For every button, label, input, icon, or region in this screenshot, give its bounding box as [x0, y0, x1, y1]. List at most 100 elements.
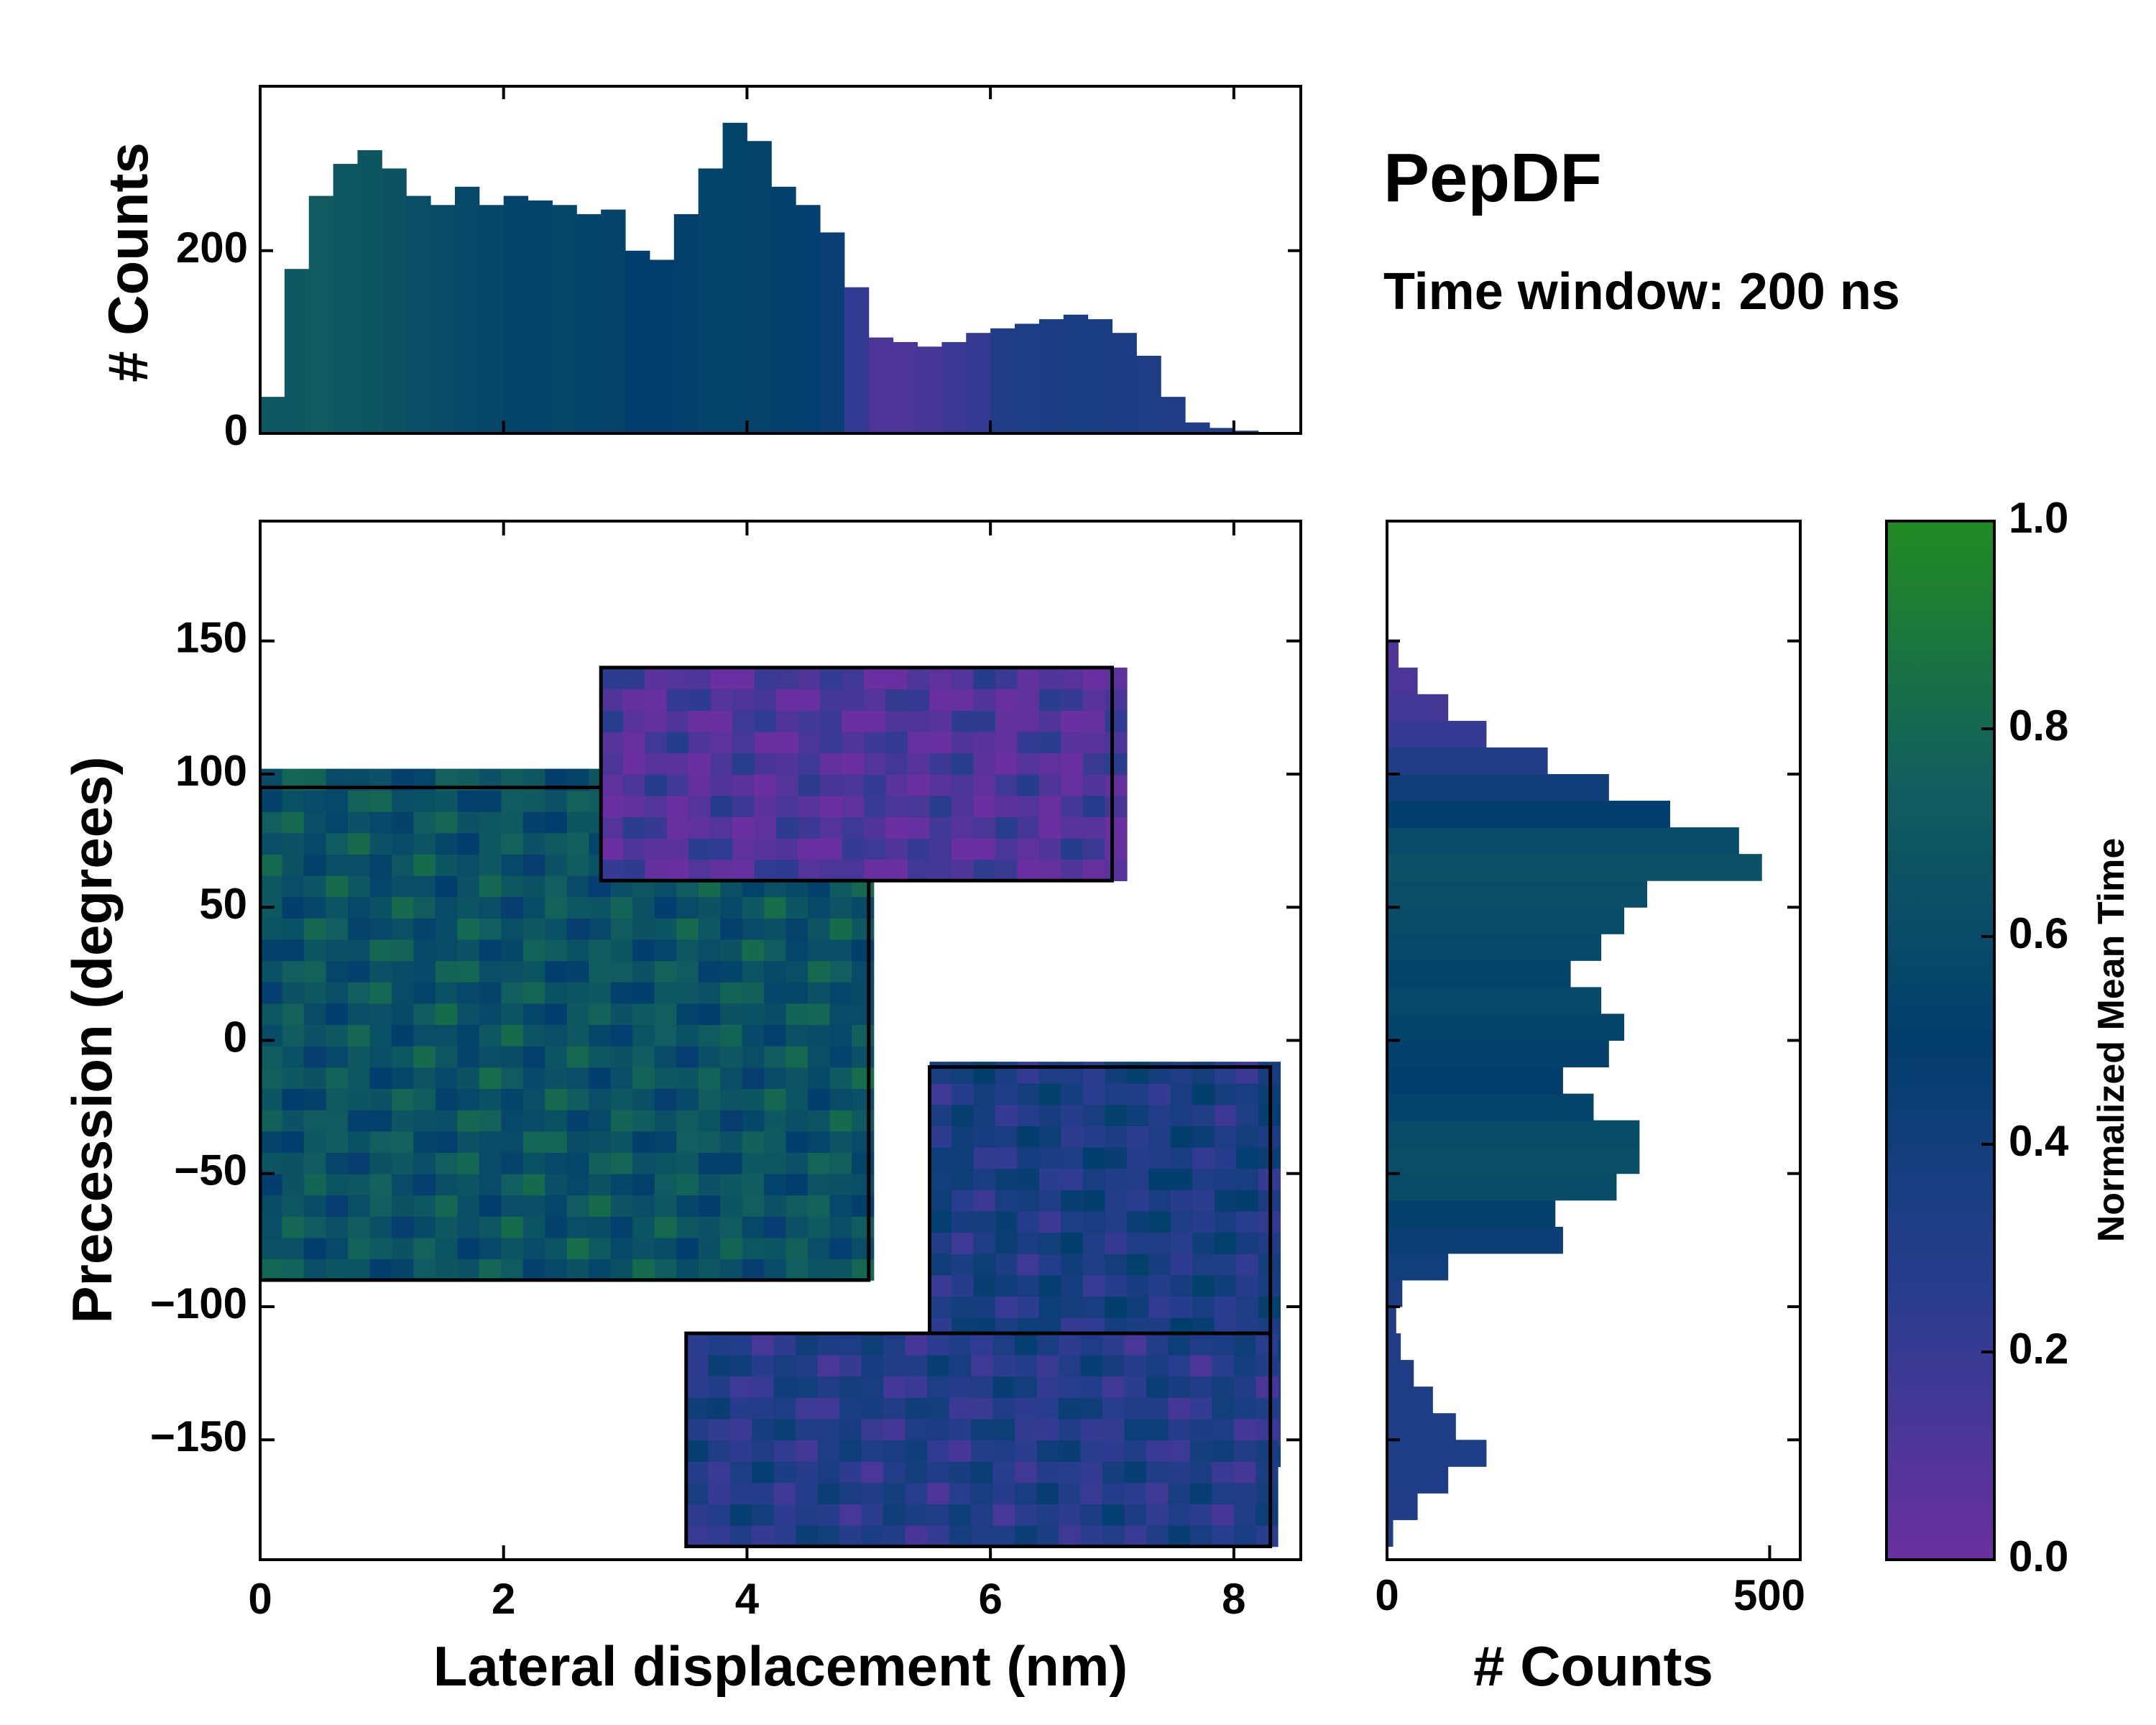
heatmap-cell [1146, 1397, 1169, 1420]
heatmap-cell [951, 795, 975, 818]
heatmap-cell [545, 896, 568, 919]
heatmap-cell [852, 1173, 875, 1196]
heatmap-cell [742, 896, 765, 919]
right-histogram-bar [1387, 1146, 1640, 1174]
heatmap-cell [698, 1195, 721, 1217]
heatmap-cell [369, 918, 392, 940]
heatmap-cell [601, 689, 624, 711]
heatmap-cell [1105, 795, 1128, 818]
heatmap-cell [676, 1195, 699, 1217]
heatmap-cell [798, 753, 821, 775]
heatmap-cell [907, 773, 931, 796]
heatmap-cell [369, 960, 392, 983]
heatmap-cell [861, 1333, 884, 1356]
heatmap-cell [971, 1333, 994, 1356]
heatmap-cell [786, 1259, 808, 1281]
heatmap-cell [776, 731, 799, 754]
heatmap-cell [796, 1418, 819, 1441]
heatmap-cell [501, 790, 524, 812]
heatmap-cell [1038, 1296, 1062, 1318]
heatmap-cell [326, 918, 349, 940]
heatmap-cell [676, 918, 699, 940]
heatmap-cell [949, 1482, 972, 1504]
heatmap-cell [1214, 1189, 1238, 1212]
heatmap-cell [435, 918, 459, 940]
heatmap-cell [1105, 1232, 1128, 1254]
heatmap-cell [720, 1003, 743, 1026]
heatmap-cell [303, 981, 327, 1004]
heatmap-cell [654, 1024, 677, 1046]
heatmap-cell [829, 1109, 852, 1132]
heatmap-cell [927, 1397, 950, 1420]
heatmap-cell [1058, 1354, 1082, 1377]
heatmap-cell [949, 1460, 972, 1484]
heatmap-cell [435, 1152, 459, 1174]
heatmap-cell [1126, 1104, 1150, 1126]
heatmap-cell [786, 1173, 808, 1196]
heatmap-cell [1017, 816, 1040, 839]
heatmap-cell [622, 816, 645, 839]
heatmap-cell [1192, 1189, 1215, 1212]
heatmap-cell [995, 1189, 1018, 1212]
heatmap-cell [479, 1024, 502, 1046]
heatmap-cell [347, 1237, 371, 1260]
heatmap-cell [907, 689, 931, 711]
heatmap-cell [720, 1024, 743, 1046]
heatmap-cell [522, 1024, 546, 1046]
heatmap-cell [676, 1088, 699, 1110]
heatmap-cell [1061, 1168, 1084, 1190]
heatmap-cell [1168, 1397, 1191, 1420]
heatmap-cell [864, 816, 887, 839]
heatmap-cell [326, 1088, 349, 1110]
heatmap-cell [973, 1146, 996, 1169]
heatmap-cell [852, 939, 875, 962]
heatmap-cell [1233, 1333, 1257, 1356]
heatmap-cell [545, 960, 568, 983]
heatmap-cell [260, 1109, 283, 1132]
heatmap-cell [260, 918, 283, 940]
heatmap-cell [949, 1504, 972, 1526]
heatmap-cell [501, 1109, 524, 1132]
heatmap-cell [1212, 1397, 1235, 1420]
heatmap-cell [347, 1152, 371, 1174]
heatmap-cell [1233, 1354, 1257, 1377]
heatmap-cell [1061, 1253, 1084, 1276]
heatmap-cell [391, 1259, 415, 1281]
heatmap-cell [457, 896, 480, 919]
heatmap-cell [1192, 1296, 1215, 1318]
heatmap-cell [435, 832, 459, 855]
heatmap-cell [1148, 1146, 1171, 1169]
right-histogram-bar [1387, 1279, 1403, 1307]
heatmap-cell [645, 689, 668, 711]
heatmap-cell [688, 731, 711, 754]
heatmap-cell [808, 1173, 831, 1196]
heatmap-cell [522, 854, 546, 876]
heatmap-cell [742, 1088, 765, 1110]
heatmap-cell [391, 1195, 415, 1217]
heatmap-cell [545, 875, 568, 898]
heatmap-cell [260, 832, 283, 855]
heatmap-cell [861, 1376, 884, 1398]
heatmap-cell [501, 1216, 524, 1238]
heatmap-cell [971, 1440, 994, 1462]
heatmap-cell [391, 960, 415, 983]
heatmap-cell [369, 1173, 392, 1196]
heatmap-cell [720, 1067, 743, 1089]
heatmap-cell [929, 1062, 952, 1084]
top-histogram-bar [1136, 355, 1161, 433]
colorbar-tick-labels: 0.0 0.2 0.4 0.6 0.8 1.0 [1981, 494, 2069, 1581]
heatmap-cell [764, 1131, 787, 1153]
heatmap-cell [666, 710, 689, 732]
heatmap-cell [796, 1440, 819, 1462]
heatmap-cell [971, 1397, 994, 1420]
heatmap-cell [929, 1253, 952, 1276]
heatmap-cell [413, 939, 436, 962]
heatmap-cell [1192, 1146, 1215, 1169]
heatmap-cell [522, 1045, 546, 1068]
heatmap-cell [391, 1109, 415, 1132]
heatmap-cell [1102, 1354, 1125, 1377]
heatmap-cell [951, 689, 975, 711]
heatmap-cell [501, 896, 524, 919]
heatmap-cell [260, 1088, 283, 1110]
heatmap-cell [817, 1482, 840, 1504]
